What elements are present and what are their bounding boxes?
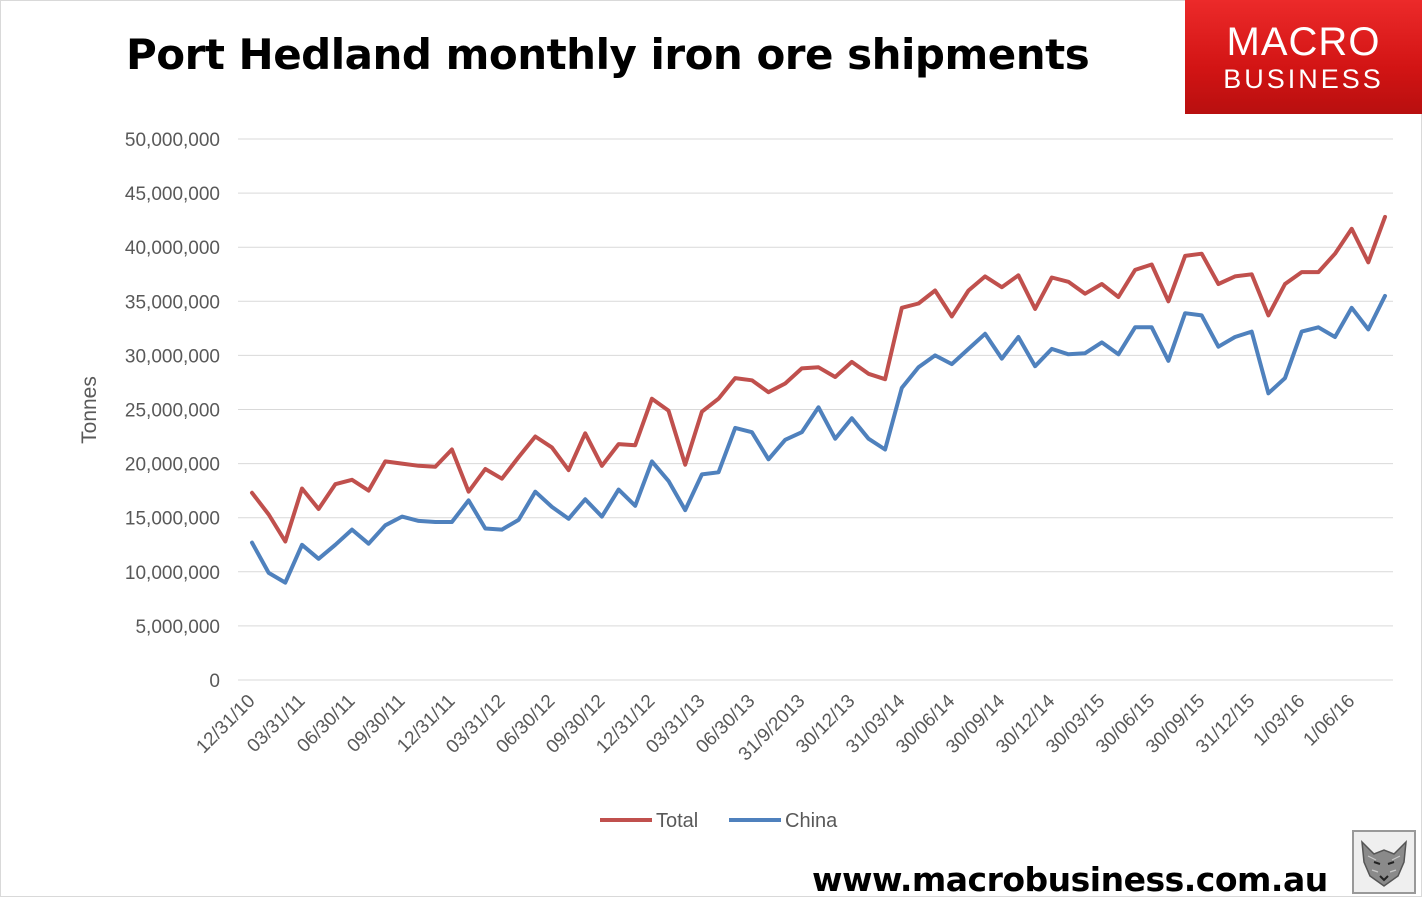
- legend-label-china: China: [785, 810, 838, 832]
- y-tick-label: 40,000,000: [125, 238, 220, 259]
- y-tick-label: 0: [209, 671, 220, 692]
- gridlines: [238, 138, 1393, 627]
- series-line-china: [250, 293, 1387, 585]
- x-tick-label: 1/06/16: [1300, 691, 1360, 751]
- y-tick-label: 5,000,000: [135, 617, 220, 638]
- logo-line-business: BUSINESS: [1223, 64, 1384, 94]
- website-url[interactable]: www.macrobusiness.com.au: [812, 860, 1328, 899]
- series-lines: [250, 214, 1387, 585]
- y-tick-label: 20,000,000: [125, 455, 220, 476]
- y-axis-tick-labels: 0 5,000,000 10,000,000 15,000,000 20,000,000…: [125, 130, 220, 692]
- y-tick-label: 45,000,000: [125, 184, 220, 205]
- y-tick-label: 10,000,000: [125, 563, 220, 584]
- y-tick-label: 35,000,000: [125, 292, 220, 313]
- y-axis-label: Tonnes: [78, 376, 101, 444]
- y-tick-label: 30,000,000: [125, 346, 220, 367]
- wolf-icon: [1352, 830, 1416, 894]
- macrobusiness-logo[interactable]: MACRO BUSINESS: [1185, 0, 1422, 114]
- y-tick-label: 15,000,000: [125, 509, 220, 530]
- y-tick-label: 25,000,000: [125, 401, 220, 422]
- y-tick-label: 50,000,000: [125, 130, 220, 151]
- chart-title: Port Hedland monthly iron ore shipments: [126, 30, 1090, 79]
- legend: Total China: [600, 810, 838, 832]
- series-line-total: [250, 214, 1387, 544]
- logo-line-macro: MACRO: [1226, 20, 1381, 64]
- x-axis-tick-labels: 12/31/1003/31/1106/30/1109/30/1112/31/11…: [192, 690, 1359, 765]
- legend-label-total: Total: [656, 810, 698, 832]
- x-tick-label: 1/03/16: [1250, 691, 1310, 751]
